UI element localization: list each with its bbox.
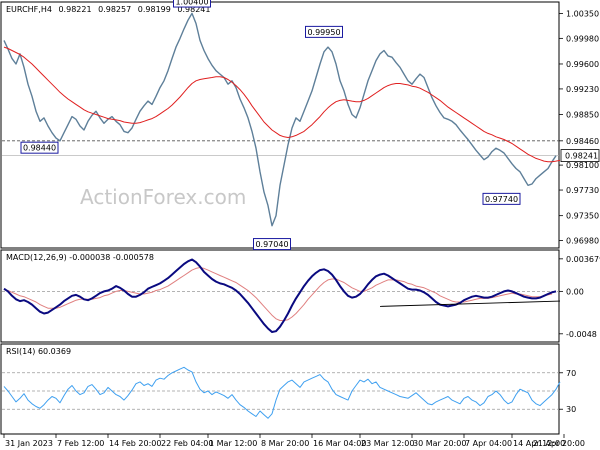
price-ytick-label-3: 0.99230 [566, 85, 599, 94]
x-tick-label-0: 31 Jan 2023 [5, 439, 53, 448]
macd-main-line [3, 258, 557, 333]
x-tick-label-6: 16 Mar 04:00 [313, 439, 366, 448]
price-ytick-label-8: 0.97350 [566, 212, 599, 221]
x-axis: 31 Jan 2023 7 Feb 12:00 14 Feb 20:00 22 Feb… [3, 434, 585, 448]
rsi-y-axis: 70 30 [559, 369, 576, 414]
watermark: ActionForex.com [80, 185, 246, 209]
ohlc-close: 0.98241 [177, 5, 210, 14]
x-tick-label-1: 7 Feb 12:00 [57, 439, 104, 448]
price-annotation-box-1 [305, 25, 343, 38]
price-ytick-label-7: 0.97730 [566, 186, 599, 195]
price-ytick-label-1: 0.99980 [566, 34, 599, 43]
macd-y-axis: 0.003679 0.00 -0.0048 [559, 255, 600, 339]
symbol-label: EURCHF,H4 [6, 5, 52, 14]
price-annotation-box-4 [482, 192, 521, 205]
price-annotation-box-3 [253, 238, 291, 251]
x-tick-label-9: 7 Apr 04:00 [465, 439, 512, 448]
price-series [3, 12, 561, 227]
x-tick-label-10: 14 Apr 12:00 [513, 439, 565, 448]
rsi-ytick-label-1: 30 [566, 405, 576, 414]
price-panel-frame [0, 1, 560, 249]
price-line [3, 12, 557, 227]
price-annotation-label-2: 0.98440 [23, 144, 56, 153]
ohlc-open: 0.98221 [58, 5, 91, 14]
rsi-series [3, 366, 561, 419]
ohlc-high: 0.98257 [98, 5, 131, 14]
x-tick-label-4: 1 Mar 12:00 [209, 439, 257, 448]
price-annotation-box-2 [20, 141, 59, 154]
x-tick-label-3: 22 Feb 04:00 [161, 439, 213, 448]
price-ytick-label-0: 1.00350 [566, 9, 599, 18]
macd-series [3, 258, 561, 333]
price-ytick-label-2: 0.99600 [566, 60, 599, 69]
x-tick-label-2: 14 Feb 20:00 [109, 439, 161, 448]
x-tick-label-8: 30 Mar 20:00 [413, 439, 466, 448]
moving-average-line [3, 46, 561, 163]
price-ytick-label-4: 0.98850 [566, 111, 599, 120]
current-price-value: 0.98241 [565, 152, 598, 161]
macd-ytick-label-0: 0.003679 [566, 255, 600, 264]
rsi-grid [2, 372, 559, 410]
ohlc-low: 0.98199 [138, 5, 171, 14]
rsi-ytick-label-0: 70 [566, 369, 576, 378]
price-grid [2, 140, 559, 156]
macd-trendline [379, 300, 561, 307]
x-tick-label-5: 8 Mar 20:00 [261, 439, 309, 448]
price-annotation-label-3: 0.97040 [255, 240, 288, 249]
rsi-label: RSI(14) 60.0369 [6, 347, 71, 356]
symbol-header: EURCHF,H4 0.98221 0.98257 0.98199 0.9824… [6, 5, 210, 14]
x-tick-label-11: 21 Apr 20:00 [533, 439, 585, 448]
current-price-box [560, 149, 600, 162]
price-annotation-box-0 [173, 0, 211, 8]
x-tick-label-7: 23 Mar 12:00 [361, 439, 414, 448]
price-annotation-label-1: 0.99950 [307, 28, 340, 37]
macd-ytick-label-1: 0.00 [566, 287, 584, 296]
macd-ytick-label-2: -0.0048 [566, 330, 597, 339]
macd-label: MACD(12,26,9) -0.000038 -0.000578 [6, 253, 154, 262]
price-y-axis: 1.00350 0.99980 0.99600 0.99230 0.98850 0.984… [559, 9, 600, 246]
price-annotations: 1.00400 0.99950 0.98440 0.97040 0.97740 [20, 0, 521, 251]
price-ytick-label-6: 0.98100 [566, 161, 599, 170]
rsi-line [3, 366, 561, 419]
price-ytick-label-9: 0.96980 [566, 237, 599, 246]
price-ytick-label-5: 0.98460 [566, 137, 599, 146]
price-annotation-label-0: 1.00400 [175, 0, 208, 7]
price-annotation-label-4: 0.97740 [485, 195, 518, 204]
